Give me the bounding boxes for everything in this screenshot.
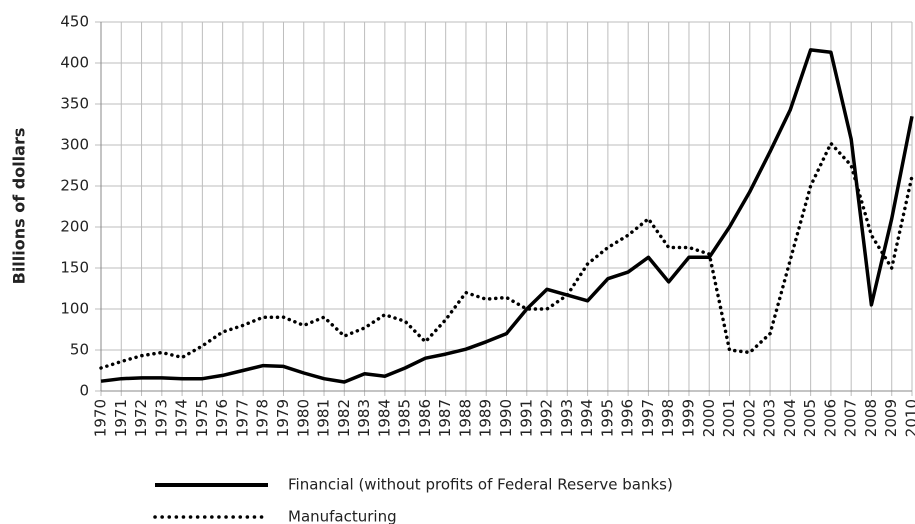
y-tick-label: 200 (60, 218, 89, 236)
x-tick-label: 1987 (436, 399, 454, 437)
x-tick-label: 2010 (903, 399, 915, 437)
x-tick-label: 1985 (396, 399, 414, 437)
y-tick-label: 150 (60, 259, 89, 277)
x-tick-label: 1992 (538, 399, 556, 437)
x-tick-label: 1978 (254, 399, 272, 437)
x-tick-label: 1974 (173, 399, 191, 437)
y-tick-label: 300 (60, 136, 89, 154)
x-tick-label: 2001 (720, 399, 738, 437)
x-tick-label: 1980 (294, 399, 312, 437)
x-tick-label: 1975 (193, 399, 211, 437)
x-tick-label: 1979 (274, 399, 292, 437)
x-tick-label: 1970 (92, 399, 110, 437)
x-tick-label: 1994 (578, 399, 596, 437)
x-tick-label: 1982 (335, 399, 353, 437)
x-tick-label: 1998 (659, 399, 677, 437)
x-tick-label: 1990 (497, 399, 515, 437)
x-tick-label: 1971 (112, 399, 130, 437)
x-tick-label: 1986 (416, 399, 434, 437)
x-tick-label: 2003 (761, 399, 779, 437)
series-line (99, 141, 914, 370)
y-tick-label: 450 (60, 13, 89, 31)
legend-label: Financial (without profits of Federal Re… (288, 476, 673, 494)
y-tick-label: 350 (60, 95, 89, 113)
y-tick-label: 50 (70, 341, 89, 359)
x-tick-label: 1976 (213, 399, 231, 437)
x-tick-label: 2009 (882, 399, 900, 437)
x-tick-label: 1989 (477, 399, 495, 437)
y-tick-label: 400 (60, 54, 89, 72)
x-tick-label: 1977 (233, 399, 251, 437)
y-tick-label: 250 (60, 177, 89, 195)
x-tick-label: 2008 (862, 399, 880, 437)
y-tick-label: 0 (79, 382, 89, 400)
x-tick-label: 1983 (355, 399, 373, 437)
x-tick-label: 2002 (740, 399, 758, 437)
x-tick-label: 2000 (700, 399, 718, 437)
legend-label: Manufacturing (288, 508, 397, 524)
x-tick-label: 1972 (132, 399, 150, 437)
series-line (100, 48, 914, 384)
x-tick-label: 1997 (639, 399, 657, 437)
x-tick-label: 1996 (619, 399, 637, 437)
x-tick-label: 2005 (801, 399, 819, 437)
x-tick-label: 1995 (598, 399, 616, 437)
x-tick-label: 1991 (517, 399, 535, 437)
y-tick-label: 100 (60, 300, 89, 318)
x-tick-label: 2007 (842, 399, 860, 437)
x-tick-label: 1973 (152, 399, 170, 437)
x-tick-label: 2004 (781, 399, 799, 437)
x-tick-label: 1981 (315, 399, 333, 437)
x-tick-label: 1993 (558, 399, 576, 437)
x-tick-label: 2006 (821, 399, 839, 437)
x-tick-label: 1984 (375, 399, 393, 437)
y-axis-label: Billions of dollars (10, 128, 29, 285)
x-tick-label: 1988 (456, 399, 474, 437)
x-tick-label: 1999 (679, 399, 697, 437)
